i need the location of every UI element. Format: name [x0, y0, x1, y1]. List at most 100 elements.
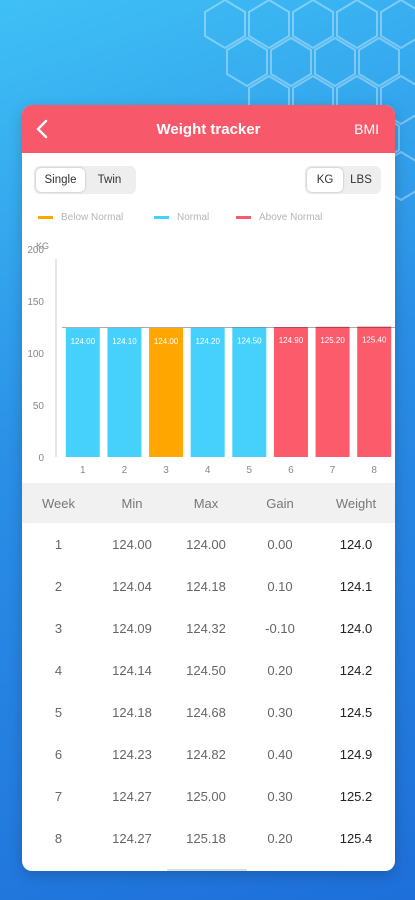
table-row: 6 124.23 124.82 0.40 124.9 [22, 733, 395, 775]
cell-weight: 124.5 [339, 704, 373, 720]
toggle-row: Single Twin KG LBS [22, 153, 395, 207]
table-row: 1 124.00 124.00 0.00 124.0 [22, 523, 395, 565]
cell-gain: -0.10 [265, 620, 295, 636]
weight-bar-chart: KG 0 50 100 150 200 124.00 1 124.10 2 124.00 3 124.2… [22, 237, 395, 477]
cell-max: 125.00 [186, 788, 226, 804]
x-tick-label: 8 [371, 465, 377, 476]
header-gain: Gain [266, 495, 294, 511]
cell-weight: 125.4 [339, 830, 373, 846]
cell-week: 5 [54, 704, 63, 720]
x-tick-label: 1 [80, 465, 86, 476]
cell-max: 124.68 [186, 704, 226, 720]
cell-min: 124.23 [112, 746, 152, 762]
chart-bar [149, 328, 184, 457]
y-tick-label: 0 [38, 453, 44, 464]
chart-canvas: KG 0 50 100 150 200 124.00 1 124.10 2 124.00 3 124.2… [27, 241, 395, 476]
x-tick-label: 7 [330, 465, 336, 476]
cell-min: 124.14 [112, 662, 152, 678]
cell-week: 7 [54, 788, 63, 804]
x-tick-label: 2 [122, 465, 128, 476]
cell-min: 124.27 [112, 788, 152, 804]
chevron-left-icon[interactable] [32, 118, 54, 140]
cell-gain: 0.00 [267, 536, 293, 552]
legend-swatch [236, 216, 251, 219]
bar-value-label: 124.10 [112, 337, 137, 346]
mode-toggle: Single Twin [34, 166, 136, 194]
cell-max: 125.18 [186, 830, 226, 846]
legend-swatch [154, 216, 169, 219]
bar-value-label: 124.50 [237, 337, 262, 346]
cell-week: 3 [54, 620, 63, 636]
cell-gain: 0.20 [267, 830, 293, 846]
chart-bar [315, 326, 350, 457]
cell-weight: 124.0 [339, 620, 373, 636]
cell-gain: 0.20 [267, 662, 293, 678]
table-row: 5 124.18 124.68 0.30 124.5 [22, 691, 395, 733]
legend-item-below-normal: Below Normal [38, 212, 123, 223]
cell-gain: 0.10 [267, 578, 293, 594]
weight-table: Week Min Max Gain Weight 1 124.00 124.00… [22, 483, 395, 859]
table-row: 3 124.09 124.32 -0.10 124.0 [22, 607, 395, 649]
cell-gain: 0.30 [267, 704, 293, 720]
chart-bar [232, 327, 267, 457]
cell-max: 124.82 [186, 746, 226, 762]
bar-value-label: 125.40 [362, 336, 387, 345]
cell-gain: 0.40 [267, 746, 293, 762]
unit-option-kg[interactable]: KG [307, 168, 343, 192]
chart-bar [273, 327, 308, 457]
y-tick-label: 50 [33, 401, 45, 412]
table-row: 7 124.27 125.00 0.30 125.2 [22, 775, 395, 817]
x-tick-label: 3 [163, 465, 169, 476]
home-indicator [167, 869, 247, 871]
legend-label: Normal [177, 212, 210, 223]
bar-value-label: 124.20 [195, 337, 220, 346]
cell-min: 124.00 [112, 536, 152, 552]
legend-item-normal: Normal [154, 212, 209, 223]
cell-week: 6 [54, 746, 63, 762]
bmi-button[interactable]: BMI [354, 121, 379, 137]
chart-legend: Below Normal Normal Above Normal [22, 207, 395, 237]
chart-bar [190, 327, 225, 457]
legend-label: Below Normal [61, 212, 124, 223]
header-min: Min [121, 495, 143, 511]
table-row: 8 124.27 125.18 0.20 125.4 [22, 817, 395, 859]
cell-weight: 124.9 [339, 746, 373, 762]
y-tick-label: 100 [27, 349, 44, 360]
app-header: Weight tracker BMI [22, 105, 395, 153]
cell-week: 2 [54, 578, 63, 594]
cell-weight: 124.1 [339, 578, 373, 594]
y-tick-label: 150 [27, 297, 44, 308]
bar-value-label: 125.20 [320, 336, 345, 345]
x-tick-label: 5 [247, 465, 253, 476]
cell-min: 124.18 [112, 704, 152, 720]
bar-value-label: 124.00 [154, 337, 179, 346]
bar-value-label: 124.00 [71, 337, 96, 346]
cell-max: 124.00 [186, 536, 226, 552]
weight-tracker-card: Weight tracker BMI Single Twin KG LBS Be… [22, 105, 395, 871]
unit-option-lbs[interactable]: LBS [350, 174, 372, 186]
legend-item-above-normal: Above Normal [236, 212, 322, 223]
cell-gain: 0.30 [267, 788, 293, 804]
header-weight: Weight [335, 495, 377, 511]
cell-week: 1 [54, 536, 63, 552]
chart-bar [65, 328, 100, 457]
cell-min: 124.04 [112, 578, 152, 594]
y-axis-label: KG [36, 241, 49, 251]
table-header: Week Min Max Gain Weight [22, 483, 395, 523]
cell-weight: 124.0 [339, 536, 373, 552]
cell-min: 124.09 [112, 620, 152, 636]
x-tick-label: 4 [205, 465, 211, 476]
legend-label: Above Normal [259, 212, 323, 223]
unit-toggle: KG LBS [305, 166, 381, 194]
y-tick-label: 200 [27, 245, 44, 256]
mode-option-single[interactable]: Single [36, 168, 85, 192]
cell-max: 124.18 [186, 578, 226, 594]
cell-weight: 125.2 [339, 788, 373, 804]
chart-bar [107, 327, 142, 457]
cell-min: 124.27 [112, 830, 152, 846]
header-week: Week [42, 495, 75, 511]
cell-max: 124.32 [186, 620, 226, 636]
mode-option-twin[interactable]: Twin [97, 174, 122, 186]
header-max: Max [193, 495, 219, 511]
x-tick-label: 6 [288, 465, 294, 476]
